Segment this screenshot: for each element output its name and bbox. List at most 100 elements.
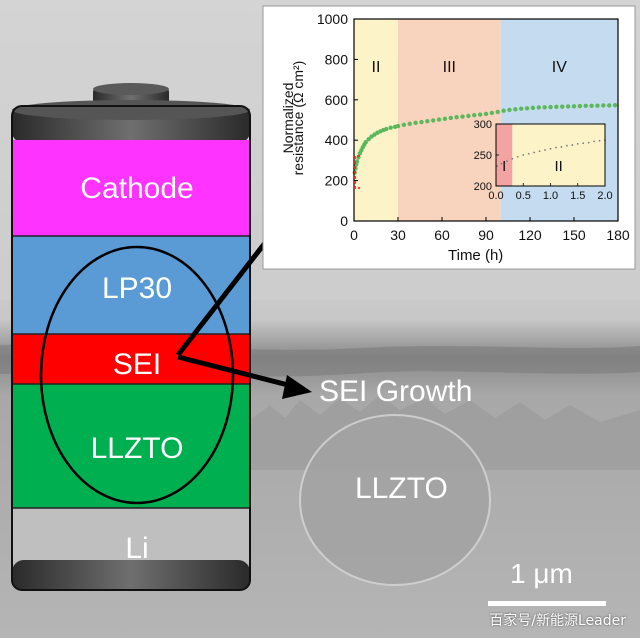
inset-regions: I II	[496, 124, 605, 186]
inset-region-label: I	[502, 158, 506, 175]
label-llzto-battery: LLZTO	[90, 432, 184, 465]
chart-y-tick-label: 1000	[317, 11, 348, 27]
inset-point	[593, 140, 595, 143]
chart-region	[500, 19, 618, 221]
inset-point	[560, 146, 563, 148]
inset-points	[496, 139, 606, 168]
battery-layer-cathode	[12, 140, 250, 236]
chart-y-tick-label: 800	[325, 51, 349, 67]
chart-x-tick-label: 60	[434, 227, 450, 243]
chart-point	[489, 110, 495, 116]
chart-x-tick-label: 30	[390, 227, 406, 243]
chart-point	[577, 103, 583, 109]
chart-point	[436, 117, 442, 122]
inset-point	[544, 149, 546, 151]
chart-point	[419, 119, 424, 125]
sem-llzto-label: LLZTO	[355, 472, 448, 505]
chart-point	[513, 107, 518, 112]
chart-point	[595, 103, 600, 108]
inset-frame	[495, 123, 606, 187]
chart-x-tick-label: 90	[478, 227, 494, 243]
watermark: 百家号/新能源Leader	[489, 613, 626, 629]
label-sei: SEI	[112, 348, 162, 381]
inset-x-tick-label: 0.0	[488, 190, 503, 202]
chart-point	[519, 106, 524, 111]
chart-point	[477, 112, 483, 117]
chart-point	[483, 111, 489, 117]
chart-region	[398, 19, 501, 221]
chart-y-axis-label-line2: resistance (Ω cm²)	[290, 60, 306, 176]
battery-layer-sei	[12, 334, 250, 384]
arrow-to-sei-growth-head	[282, 375, 312, 399]
inset-region	[512, 124, 605, 186]
inset-point	[538, 150, 541, 153]
chart-y-tick-label: 600	[325, 92, 349, 108]
battery-terminal-top	[93, 83, 169, 95]
chart-point	[442, 116, 448, 121]
chart-point	[554, 104, 559, 110]
scale-bar-label: 1 μm	[510, 558, 573, 589]
inset-point	[511, 157, 514, 160]
chart-point	[524, 106, 530, 111]
chart-point	[366, 136, 371, 142]
inset-x-tick-label: 0.5	[516, 190, 531, 202]
inset-point	[533, 151, 536, 154]
battery-top-cap-face	[12, 100, 250, 120]
chart-point	[466, 113, 471, 119]
chart-x-tick-label: 120	[518, 227, 542, 243]
chart-red-bracket	[354, 155, 360, 189]
chart-region-label: III	[443, 59, 456, 76]
chart-point	[395, 123, 401, 129]
inset-point	[522, 154, 525, 156]
chart-y-tick-label: 0	[340, 213, 348, 229]
chart-plot-frame	[353, 18, 619, 222]
chart-regions: II III IV	[354, 19, 618, 221]
chart-y-tick-label: 400	[325, 132, 349, 148]
chart-region-label: II	[372, 59, 381, 76]
inset-region	[496, 124, 513, 186]
chart-point	[501, 108, 506, 113]
chart-point	[536, 105, 541, 110]
chart-x-tick-label: 0	[350, 227, 358, 243]
inset-x-tick-label: 1.5	[570, 190, 585, 202]
inset-point	[571, 144, 574, 146]
chart-point	[495, 109, 500, 115]
battery-layer-li	[12, 508, 250, 564]
battery-bottom-cap	[12, 560, 250, 590]
chart-point	[363, 140, 368, 145]
chart-point	[407, 121, 412, 127]
chart-point	[460, 114, 465, 119]
chart-point	[612, 103, 618, 108]
inset-point	[527, 152, 530, 155]
inset-x-tick-label: 2.0	[597, 190, 612, 202]
inset-point	[496, 165, 498, 168]
chart-x-axis-label: Time (h)	[448, 247, 504, 264]
chart-point	[413, 120, 418, 126]
chart-ticks: 0 30 60 90 120 150 180 0 200 400 600 800 1000	[317, 11, 630, 243]
chart-point	[507, 107, 512, 113]
chart-point	[472, 112, 477, 118]
sei-growth-label: SEI Growth	[319, 375, 473, 408]
chart-point	[548, 104, 553, 110]
inset-point	[500, 162, 503, 165]
inset-point	[576, 142, 579, 145]
chart-point	[401, 122, 407, 128]
scale-bar	[488, 601, 606, 606]
battery-layer-llzto	[12, 384, 250, 508]
chart-point	[607, 103, 612, 108]
inset-y-tick-label: 250	[474, 150, 492, 162]
chart-x-tick-label: 180	[606, 227, 630, 243]
chart-point	[583, 103, 588, 109]
battery	[11, 83, 251, 591]
resistance-chart: II III IV 0 30 60 90 120 150 1800200400600800100…	[262, 5, 636, 270]
inset-point	[582, 142, 585, 145]
inset-y-tick-label: 300	[474, 119, 492, 131]
chart-region	[354, 19, 398, 221]
inset-point	[506, 160, 508, 163]
chart-point	[388, 125, 393, 130]
chart-point	[530, 105, 536, 111]
chart-point	[542, 105, 547, 110]
inset-region-label: II	[555, 158, 563, 175]
